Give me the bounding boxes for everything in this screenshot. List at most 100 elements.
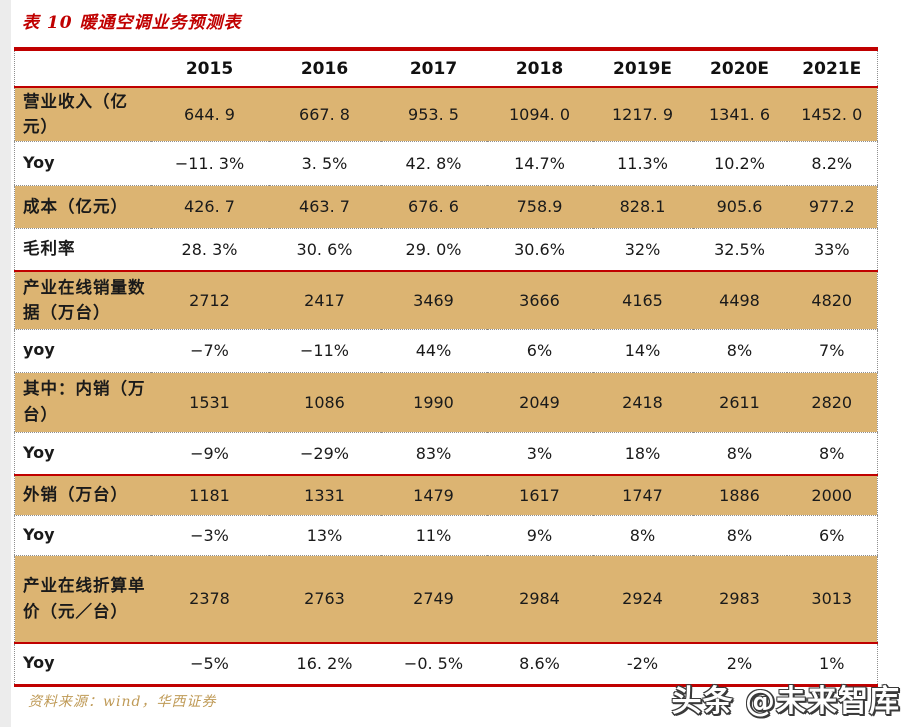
cell-value: −5% [190,654,229,674]
cell-value: 8% [786,432,878,476]
cell-value: 2000 [786,475,878,516]
cell-value: 6% [486,329,593,373]
cell-value: 1990 [380,372,487,433]
cell-value: 29. 0% [380,228,487,272]
cell-value: 13% [268,515,381,556]
cell-value: 676. 6 [380,185,487,229]
cell-value: 758.9 [486,185,593,229]
column-header-2016: 2016 [268,49,381,88]
cell-value: 8.6% [519,654,560,674]
table-row-export-yoy: Yoy −3% 13% 11% 9% 8% 8% 6% [14,515,878,556]
cell-value: 2712 [150,271,269,330]
table-row-unit-price-yoy: Yoy −5% 16. 2% −0. 5% 8.6% -2% 2% 1% [15,643,878,685]
cell-value: 9% [486,515,593,556]
page-edge-strip [0,0,11,727]
cell-value: 11% [380,515,487,556]
table-row-domestic-sales: 其中：内销（万台） 1531 1086 1990 2049 2418 2611 … [14,372,878,433]
cell-value: 2924 [592,555,693,644]
cell-value: 83% [380,432,487,476]
cell-value: 1086 [268,372,381,433]
cell-value: 7% [786,329,878,373]
cell-value: 6% [786,515,878,556]
row-label: 外销（万台） [14,475,151,516]
row-label: 其中：内销（万台） [14,372,151,433]
cell-value: 644. 9 [150,87,269,142]
cell-value: 2820 [786,372,878,433]
cell-value: 2984 [486,555,593,644]
cell-value: 905.6 [692,185,787,229]
cell-value: 30. 6% [268,228,381,272]
column-header-2018: 2018 [486,49,593,88]
row-label: 成本（亿元） [14,185,151,229]
column-header-2015: 2015 [150,49,269,88]
cell-value: 11.3% [592,141,693,186]
cell-value: 18% [592,432,693,476]
cell-value: 8% [692,515,787,556]
cell-value: 3469 [380,271,487,330]
cell-value: 2418 [592,372,693,433]
row-label: 产业在线销量数据（万台） [14,271,151,330]
cell-value: -2% [626,654,659,674]
row-label: 产业在线折算单价（元／台） [14,555,151,644]
column-header-2017: 2017 [380,49,487,88]
cell-value: 667. 8 [268,87,381,142]
source-note: 资料来源：wind，华西证券 [28,694,217,710]
cell-value: 1747 [592,475,693,516]
cell-value: 2983 [692,555,787,644]
table-row-volume-yoy: yoy −7% −11% 44% 6% 14% 8% 7% [14,329,878,373]
table-header-row: 2015 2016 2017 2018 2019E 2020E 2021E [14,49,878,88]
table-row-export-sales: 外销（万台） 1181 1331 1479 1617 1747 1886 200… [14,475,878,516]
row-label: Yoy [14,141,151,186]
row-label: Yoy [14,515,151,556]
cell-value: 1531 [150,372,269,433]
cell-value: 28. 3% [150,228,269,272]
cell-value: 4165 [592,271,693,330]
cell-value: 2% [726,654,753,674]
cell-value: 2417 [268,271,381,330]
cell-value: 828.1 [592,185,693,229]
cell-value: 3. 5% [268,141,381,186]
cell-value: 2049 [486,372,593,433]
table-row-domestic-yoy: Yoy −9% −29% 83% 3% 18% 8% 8% [14,432,878,476]
row-label: yoy [14,329,151,373]
cell-value: 1181 [150,475,269,516]
row-label: Yoy [23,653,55,673]
cell-value: 977.2 [786,185,878,229]
cell-value: 1341. 6 [692,87,787,142]
cell-value: 1479 [380,475,487,516]
table-row-gross-margin: 毛利率 28. 3% 30. 6% 29. 0% 30.6% 32% 32.5%… [14,228,878,272]
cell-value: 1094. 0 [486,87,593,142]
cell-value: 1617 [486,475,593,516]
cell-value: 4498 [692,271,787,330]
cell-value: 463. 7 [268,185,381,229]
cell-value: 32% [592,228,693,272]
cell-value: 2378 [150,555,269,644]
cell-value: 8% [692,329,787,373]
cell-value: 953. 5 [380,87,487,142]
table-row-unit-price: 产业在线折算单价（元／台） 2378 2763 2749 2984 2924 2… [14,555,878,644]
cell-value: −11. 3% [150,141,269,186]
row-label: 营业收入（亿元） [14,87,151,142]
header-empty-cell [14,49,151,88]
table-row-online-sales-volume: 产业在线销量数据（万台） 2712 2417 3469 3666 4165 44… [14,271,878,330]
cell-value: 1452. 0 [786,87,878,142]
cell-value: 33% [786,228,878,272]
cell-value: −9% [150,432,269,476]
forecast-table: 2015 2016 2017 2018 2019E 2020E 2021E 营业… [14,47,878,687]
row-label: 毛利率 [14,228,151,272]
cell-value: 42. 8% [380,141,487,186]
cell-value: 1217. 9 [592,87,693,142]
cell-value: 30.6% [486,228,593,272]
cell-value: 3666 [486,271,593,330]
cell-value: 2611 [692,372,787,433]
cell-value: 8.2% [786,141,878,186]
row-label: Yoy [14,432,151,476]
cell-value: 3013 [786,555,878,644]
cell-value: 44% [380,329,487,373]
table-row-revenue: 营业收入（亿元） 644. 9 667. 8 953. 5 1094. 0 12… [14,87,878,142]
cell-value: −7% [150,329,269,373]
cell-value: 426. 7 [150,185,269,229]
cell-value: 8% [692,432,787,476]
cell-value: 1886 [692,475,787,516]
cell-value: −3% [150,515,269,556]
